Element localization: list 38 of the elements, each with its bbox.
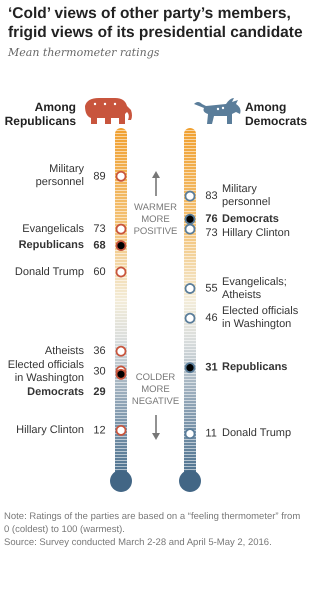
category-label: Democrats [222, 212, 280, 226]
source-note: Source: Survey conducted March 2-28 and April 5-May 2, 2016. [4, 536, 273, 549]
text: Note: Ratings of the parties are based on a “feeling thermometer” from 0 (coldest) to 100 (warmest). [4, 510, 302, 536]
legend-label: Among Democrats [245, 100, 308, 128]
data-label: 11 [205, 428, 217, 440]
data-label: 30 [93, 366, 106, 378]
category-label: Republicans [222, 361, 288, 374]
data-label: 55 [205, 282, 218, 294]
text: COLDER MORE NEGATIVE [132, 372, 180, 408]
category-label: Donald Trump [14, 266, 84, 278]
data-label: 60 [93, 266, 106, 278]
data-label: 73 [205, 227, 218, 240]
data-label: 46 [205, 312, 218, 324]
text: Mean thermometer ratings [8, 46, 160, 59]
data-label: 29 [93, 386, 106, 398]
data-label: 36 [93, 345, 106, 358]
category-label: Evangelicals; Atheists [222, 276, 288, 302]
data-label: 73 [93, 223, 106, 236]
category-label: Atheists [44, 344, 84, 358]
category-label: Hillary Clinton [15, 424, 84, 437]
text: ‘Cold’ views of other party’s members, frigid views of its presidential candidate [8, 4, 304, 42]
text: WARMER MORE POSITIVE [132, 202, 178, 238]
category-label: Donald Trump [222, 427, 292, 440]
category-label: Evangelicals [21, 222, 84, 236]
category-label: Elected officials in Washington [6, 358, 84, 385]
data-label: 68 [93, 240, 106, 252]
data-label: 31 [205, 362, 218, 374]
data-label: 83 [205, 190, 218, 202]
category-label: Hillary Clinton [222, 226, 291, 240]
legend-label: Among Republicans [4, 100, 76, 128]
category-label: Military personnel [34, 163, 84, 190]
data-label: 76 [205, 213, 218, 226]
data-label: 12 [93, 424, 106, 436]
category-label: Democrats [26, 386, 84, 399]
category-label: Military personnel [222, 183, 272, 210]
data-label: 89 [93, 170, 106, 182]
category-label: Elected officials in Washington [222, 305, 300, 332]
category-label: Republicans [18, 239, 84, 252]
